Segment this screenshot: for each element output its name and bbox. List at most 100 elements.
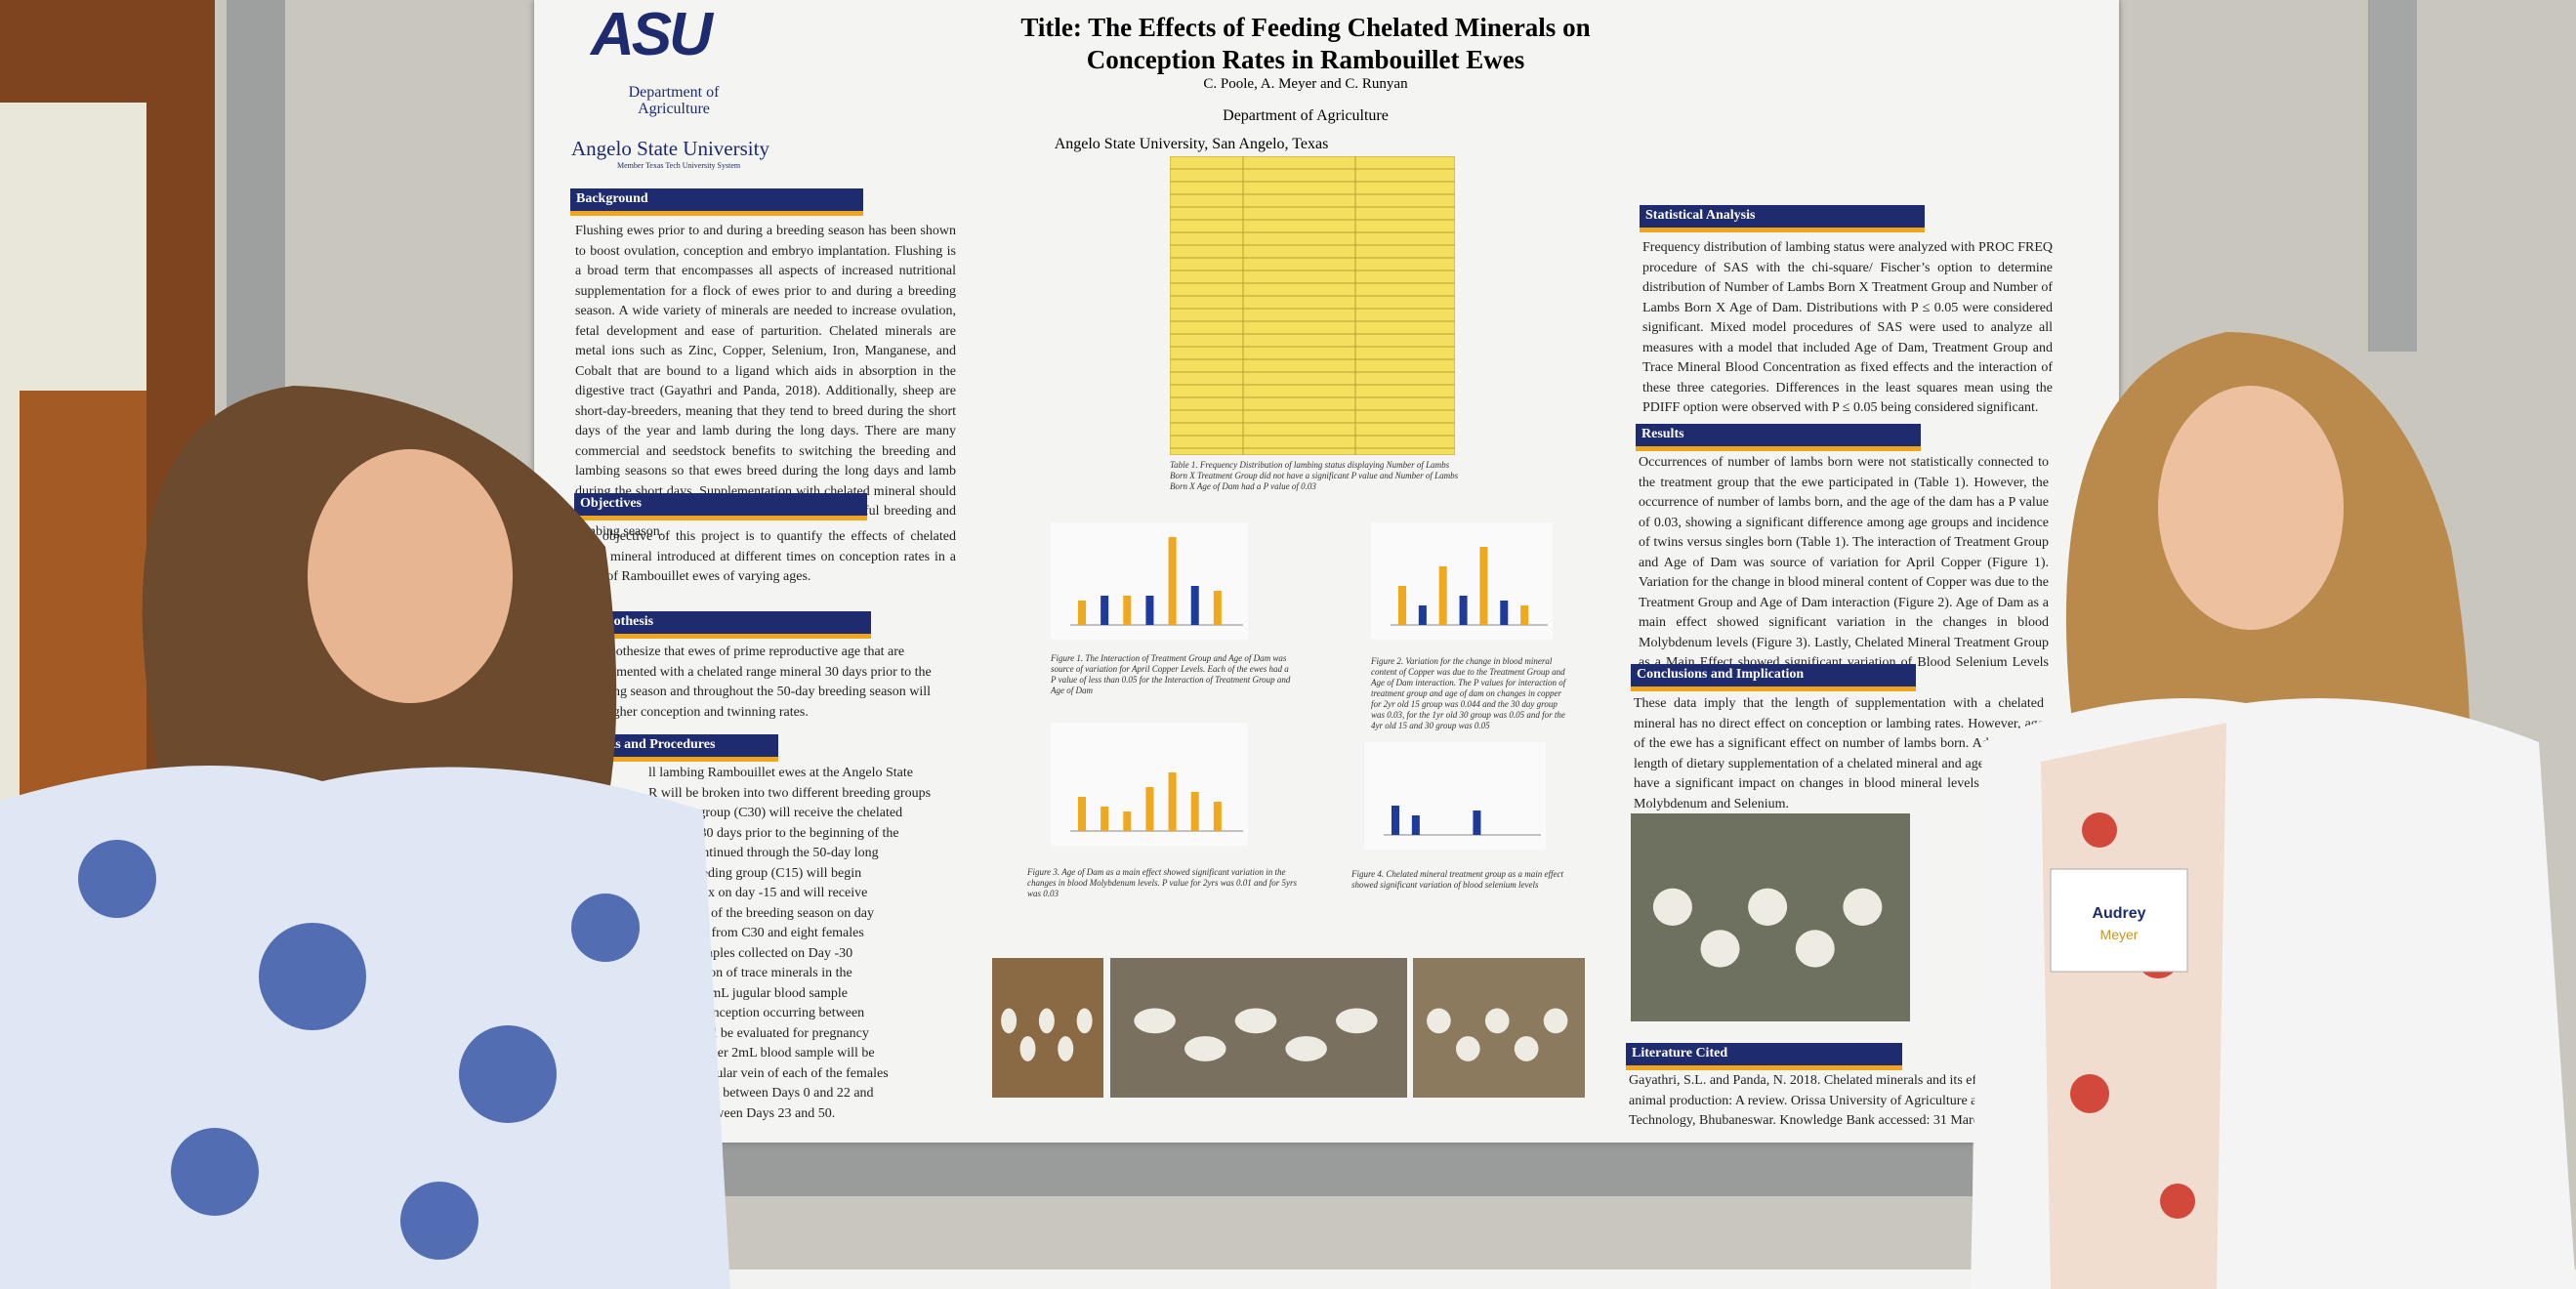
photo xyxy=(1631,813,1910,1021)
section-heading: Results xyxy=(1636,424,1921,451)
text-line: animal production: A review. Orissa Univ… xyxy=(1629,1093,1991,1108)
sheep xyxy=(1019,1036,1036,1061)
figure xyxy=(1364,742,1546,850)
university: Angelo State University xyxy=(571,137,769,160)
figure-bar xyxy=(1190,792,1199,831)
sheep xyxy=(1484,1008,1510,1034)
name-tag-text: Meyer xyxy=(2100,927,2139,942)
sheep xyxy=(1843,888,1883,927)
figure-bar xyxy=(1168,772,1177,831)
figure-bar xyxy=(1101,807,1109,831)
figure-bar xyxy=(1459,596,1468,625)
figure-bar xyxy=(1479,547,1488,625)
figure-bar xyxy=(1213,802,1222,831)
sheep xyxy=(1134,1008,1176,1034)
figure-bar xyxy=(1520,605,1529,625)
name-tag xyxy=(2050,868,2188,973)
logo-text: Agriculture xyxy=(638,101,710,117)
sheep xyxy=(1234,1008,1277,1034)
text-line: Gayathri, S.L. and Panda, N. 2018. Chela… xyxy=(1629,1073,1997,1088)
figure-bar xyxy=(1213,591,1222,625)
figure-bar xyxy=(1101,596,1109,625)
sheep xyxy=(1001,1008,1018,1034)
door xyxy=(20,391,146,840)
text-line: will be continued through the 50-day lon… xyxy=(648,846,879,860)
logo-mark: ASU xyxy=(591,1,713,68)
sheep xyxy=(1058,1036,1074,1061)
figure-bar xyxy=(1078,797,1086,831)
title-line: Title: The Effects of Feeding Chelated M… xyxy=(1020,13,1591,42)
figure-bar xyxy=(1438,566,1447,625)
section-heading: Literature Cited xyxy=(1626,1043,1902,1070)
text-line: Day -30, 30 days prior to the beginning … xyxy=(648,825,899,841)
figure xyxy=(1371,522,1553,640)
section-heading: Hypothesis xyxy=(583,611,871,639)
title-line: Conception Rates in Rambouillet Ewes xyxy=(1086,45,1525,74)
section-heading: Objectives xyxy=(574,493,867,520)
section-text: The objective of this project is to quan… xyxy=(575,529,956,584)
sheep xyxy=(1652,888,1692,927)
table-caption: Table 1. Frequency Distribution of lambi… xyxy=(1170,460,1459,491)
figure-caption: Figure 3. Age of Dam as a main effect sh… xyxy=(1027,867,1298,898)
authors: C. Poole, A. Meyer and C. Runyan xyxy=(1203,76,1408,92)
section-heading: Background xyxy=(570,188,863,216)
figures xyxy=(992,522,1910,1098)
section-heading: Conclusions and Implication xyxy=(1631,664,1916,691)
section-text: Gayathri, S.L. and Panda, N. 2018. Chela… xyxy=(1629,1071,2019,1132)
sheep xyxy=(1543,1008,1568,1034)
face xyxy=(308,449,513,703)
photo xyxy=(1110,958,1407,1098)
sheep xyxy=(1700,930,1740,968)
sheep xyxy=(1514,1036,1539,1061)
text-line: Technology, Bhubaneswar. Knowledge Bank … xyxy=(1629,1113,1990,1128)
sheep xyxy=(1285,1036,1327,1061)
section-heading: Statistical Analysis xyxy=(1640,205,1925,232)
figure-bar xyxy=(1123,596,1132,625)
pillar xyxy=(227,0,285,459)
figure-bar xyxy=(1078,601,1086,625)
figure-bar xyxy=(1473,811,1481,835)
text-line: upplemented with a chelated range minera… xyxy=(586,664,932,680)
figure-bar xyxy=(1123,811,1132,831)
system: Member Texas Tech University System xyxy=(617,161,741,170)
text-line: ll lambing Rambouillet ewes at the Angel… xyxy=(648,766,914,780)
name-tag-text: Audrey xyxy=(2092,905,2145,922)
figure-bar xyxy=(1145,787,1154,831)
section-text: These data imply that the length of supp… xyxy=(1634,696,2044,811)
sheep xyxy=(1456,1036,1480,1061)
table-1 xyxy=(1170,156,1455,455)
poster: ASU Department of Agriculture Angelo Stat… xyxy=(534,0,2119,1143)
sheep xyxy=(1076,1008,1093,1034)
section-heading: thods and Procedures xyxy=(583,734,778,762)
section-text: e hypothesize that ewes of prime reprodu… xyxy=(586,643,957,723)
sheep xyxy=(1795,930,1835,968)
dress-pattern xyxy=(78,840,640,1260)
text-line: reeding season and throughout the 50-day… xyxy=(586,685,932,699)
figure-caption: Figure 2. Variation for the change in bl… xyxy=(1371,656,1566,730)
figure-bar xyxy=(1392,806,1399,835)
figure xyxy=(1051,522,1248,640)
logo-text: Department of xyxy=(628,84,720,101)
figure-bar xyxy=(1411,815,1420,835)
sheep xyxy=(1184,1036,1226,1061)
sheep xyxy=(1427,1008,1451,1034)
logo-department: Department of Agriculture xyxy=(591,84,757,117)
figure-bar xyxy=(1190,586,1199,625)
sheep xyxy=(1748,888,1788,927)
sheep xyxy=(1038,1008,1055,1034)
location: Angelo State University, San Angelo, Tex… xyxy=(1054,136,1329,152)
text-line: e hypothesize that ewes of prime reprodu… xyxy=(586,644,905,659)
floral-top xyxy=(2041,723,2226,1289)
text-line: ve higher conception and twinning rates. xyxy=(586,704,809,720)
figure-caption: Figure 1. The Interaction of Treatment G… xyxy=(1051,653,1291,695)
sheep xyxy=(1336,1008,1378,1034)
floral-pattern xyxy=(2070,812,2195,1219)
section-text: Frequency distribution of lambing status… xyxy=(1642,240,2053,415)
text-line: The first group (C30) will receive the c… xyxy=(648,806,903,820)
figure-bar xyxy=(1398,586,1406,625)
figure xyxy=(1051,723,1248,846)
face xyxy=(2158,386,2344,630)
title: Title: The Effects of Feeding Chelated M… xyxy=(925,12,1686,76)
